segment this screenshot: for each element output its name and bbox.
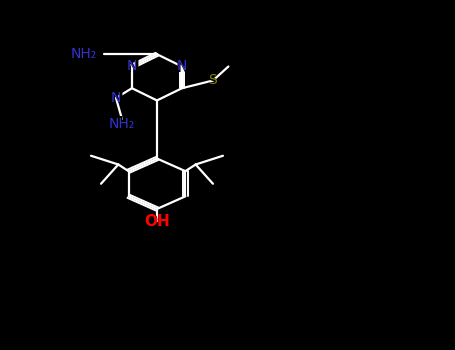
Text: N: N <box>177 60 187 74</box>
Text: S: S <box>207 71 219 90</box>
Text: N: N <box>127 60 137 74</box>
Text: NH₂: NH₂ <box>67 45 101 63</box>
Text: N: N <box>109 89 123 107</box>
Text: N: N <box>125 57 139 76</box>
Text: OH: OH <box>144 214 170 229</box>
Text: NH₂: NH₂ <box>105 115 139 133</box>
Text: S: S <box>208 74 217 88</box>
Text: N: N <box>111 91 121 105</box>
Text: NH₂: NH₂ <box>109 117 135 131</box>
Text: N: N <box>175 57 189 76</box>
Text: NH₂: NH₂ <box>71 47 97 61</box>
Text: OH: OH <box>142 212 172 230</box>
